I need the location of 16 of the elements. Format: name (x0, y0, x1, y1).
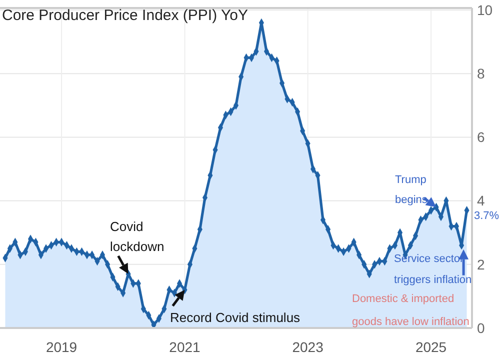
x-tick-label: 2023 (292, 339, 324, 355)
y-tick-label: 2 (477, 256, 485, 272)
x-tick-label: 2021 (169, 339, 201, 355)
chart-title: Core Producer Price Index (PPI) YoY (2, 7, 248, 24)
y-tick-label: 4 (477, 192, 485, 209)
x-tick-label: 2025 (415, 339, 447, 355)
annotation: Covid lockdown (110, 219, 164, 254)
y-tick-label: 0 (477, 320, 485, 336)
annotation: Record Covid stimulus (170, 310, 301, 325)
annotation: 3.7% (474, 210, 500, 222)
y-tick-label: 8 (477, 66, 485, 82)
x-tick-label: 2019 (46, 339, 78, 355)
y-tick-label: 6 (477, 129, 485, 146)
annotation: Trump begins (395, 174, 428, 206)
y-tick-label: 10 (477, 2, 493, 18)
annotation: Domestic & imported goods have low inflation (352, 293, 470, 328)
